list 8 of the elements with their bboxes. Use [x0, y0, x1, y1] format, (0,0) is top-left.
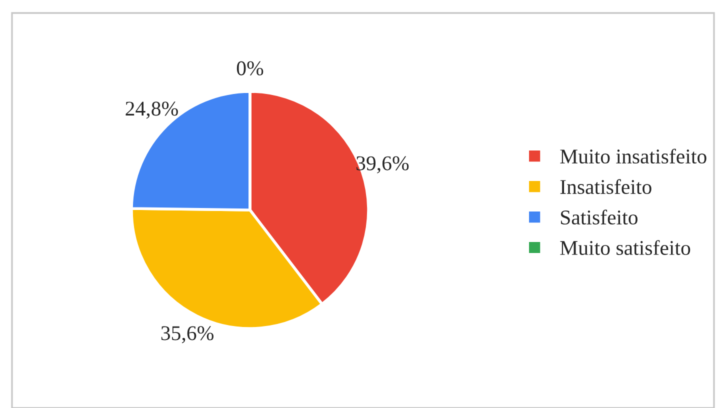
text: 0% [236, 61, 264, 76]
legend-label: Insatisfeito [560, 179, 652, 194]
data-label: 35,6% [161, 326, 214, 344]
legend-label: Muito satisfeito [560, 240, 690, 255]
data-label: 39,6% [356, 156, 409, 174]
legend-label: Muito insatisfeito [560, 148, 706, 164]
data-label: 24,8% [126, 102, 178, 119]
legend-label: Satisfeito [560, 210, 638, 225]
